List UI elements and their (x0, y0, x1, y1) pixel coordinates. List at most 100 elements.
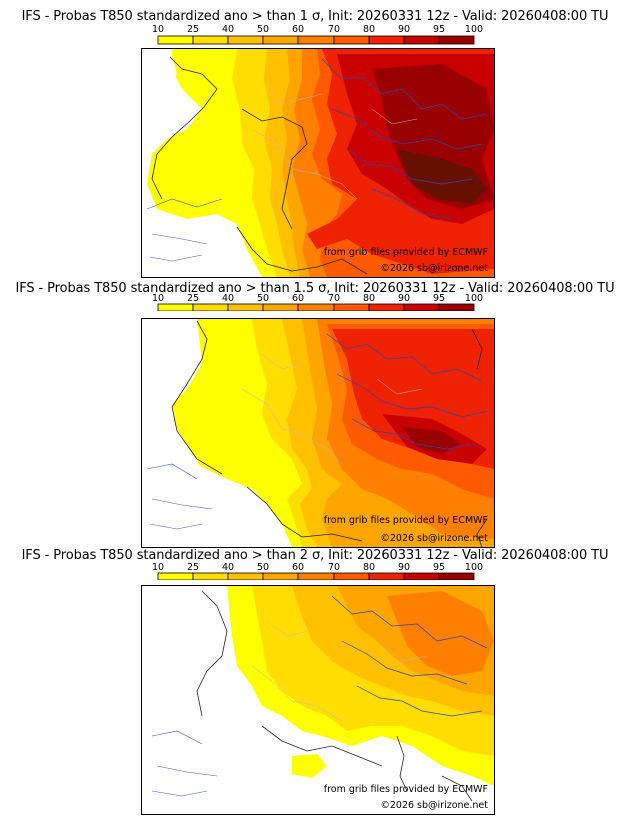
colorbar-swatch (333, 35, 370, 45)
panel-title: IFS - Probas T850 standardized ano > tha… (21, 9, 609, 24)
colorbar-label: 60 (292, 24, 304, 35)
copyright-label: ©2026 sb@irizone.net (380, 263, 488, 274)
sea-area (142, 319, 287, 547)
source-credit: from grib files provided by ECMWF (324, 784, 488, 795)
probability-map: from grib files provided by ECMWF ©2026 … (141, 585, 495, 815)
panel-2: IFS - Probas T850 standardized ano > tha… (0, 278, 630, 548)
prob-zone-60 (387, 591, 494, 676)
colorbar-label: 50 (257, 293, 269, 304)
river (146, 463, 213, 530)
colorbar-swatch (403, 35, 440, 45)
colorbar-swatch (368, 303, 405, 311)
colorbar-label: 90 (398, 24, 410, 35)
country-border (331, 595, 488, 685)
colorbar-label: 40 (222, 293, 234, 304)
colorbar-label: 100 (465, 293, 483, 304)
coastline (471, 328, 488, 547)
colorbar-swatch (333, 572, 370, 580)
colorbar-label: 90 (398, 562, 410, 573)
prob-zone-10 (292, 754, 327, 778)
colorbar-swatch (227, 303, 264, 311)
colorbar-label: 90 (398, 293, 410, 304)
colorbar-swatches (157, 303, 475, 311)
colorbar-swatch (333, 303, 370, 311)
coastline (151, 56, 368, 275)
country-border (346, 148, 473, 220)
colorbar-swatch (438, 303, 475, 311)
colorbar-label: 25 (187, 562, 199, 573)
sea-area (142, 199, 260, 277)
colorbar-swatch (297, 572, 335, 580)
colorbar-label: 70 (328, 24, 340, 35)
colorbar-swatches (157, 572, 475, 580)
colorbar-swatches (157, 35, 475, 45)
colorbar-swatch (262, 35, 299, 45)
colorbar-swatch (157, 303, 194, 311)
coastline (171, 320, 363, 542)
colorbar-swatch (227, 35, 264, 45)
colorbar-label: 95 (433, 293, 445, 304)
river (146, 198, 223, 262)
colorbar-swatch (403, 572, 440, 580)
colorbar-swatch (262, 303, 299, 311)
panel-title: IFS - Probas T850 standardized ano > tha… (21, 548, 609, 563)
country-border (351, 418, 478, 450)
river (151, 730, 218, 797)
colorbar-swatch (262, 572, 299, 580)
colorbar-label: 100 (465, 562, 483, 573)
country-border (326, 333, 488, 418)
colorbar-label: 10 (152, 562, 164, 573)
probability-map: from grib files provided by ECMWF ©2026 … (141, 48, 495, 278)
colorbar-label: 95 (433, 562, 445, 573)
colorbar-swatch (438, 35, 475, 45)
colorbar-swatch (157, 572, 194, 580)
colorbar-label: 25 (187, 24, 199, 35)
colorbar-swatch (192, 35, 229, 45)
colorbar-label: 40 (222, 24, 234, 35)
copyright-label: ©2026 sb@irizone.net (380, 533, 488, 544)
colorbar-label: 95 (433, 24, 445, 35)
colorbar-swatch (438, 572, 475, 580)
country-border (356, 685, 483, 717)
admin-border (251, 88, 418, 200)
probability-map: from grib files provided by ECMWF ©2026 … (141, 318, 495, 548)
admin-border (241, 353, 423, 465)
colorbar-label: 25 (187, 293, 199, 304)
source-credit: from grib files provided by ECMWF (324, 247, 488, 258)
colorbar-label: 100 (465, 24, 483, 35)
colorbar-swatch (192, 572, 229, 580)
coastline (196, 590, 383, 767)
colorbar-label: 50 (257, 24, 269, 35)
panel-1: IFS - Probas T850 standardized ano > tha… (0, 0, 630, 278)
copyright-label: ©2026 sb@irizone.net (380, 800, 488, 811)
sea-area (142, 49, 177, 89)
panel-title: IFS - Probas T850 standardized ano > tha… (15, 281, 615, 296)
colorbar-swatch (403, 303, 440, 311)
colorbar-swatch (368, 35, 405, 45)
colorbar-label: 60 (292, 562, 304, 573)
colorbar-swatch (297, 35, 335, 45)
prob-zone-100 (397, 149, 487, 204)
country-border (321, 58, 488, 150)
probability-colorbar: 10 25 40 50 60 70 80 90 95 100 (152, 293, 483, 311)
prob-zone-95 (402, 427, 460, 454)
colorbar-label: 40 (222, 562, 234, 573)
sea-area (142, 586, 272, 814)
admin-border (251, 620, 428, 722)
colorbar-label: 50 (257, 562, 269, 573)
colorbar-label: 10 (152, 24, 164, 35)
source-credit: from grib files provided by ECMWF (324, 515, 488, 526)
colorbar-swatch (227, 572, 264, 580)
colorbar-label: 80 (363, 293, 375, 304)
colorbar-swatch (368, 572, 405, 580)
colorbar-label: 60 (292, 293, 304, 304)
colorbar-label: 70 (328, 293, 340, 304)
colorbar-label: 80 (363, 24, 375, 35)
colorbar-label: 80 (363, 562, 375, 573)
coastline (241, 108, 308, 230)
colorbar-label: 70 (328, 562, 340, 573)
colorbar-label: 10 (152, 293, 164, 304)
probability-colorbar: 10 25 40 50 60 70 80 90 95 100 (152, 562, 483, 580)
probability-colorbar: 10 25 40 50 60 70 80 90 95 100 (152, 24, 483, 45)
panel-3: IFS - Probas T850 standardized ano > tha… (0, 548, 630, 828)
